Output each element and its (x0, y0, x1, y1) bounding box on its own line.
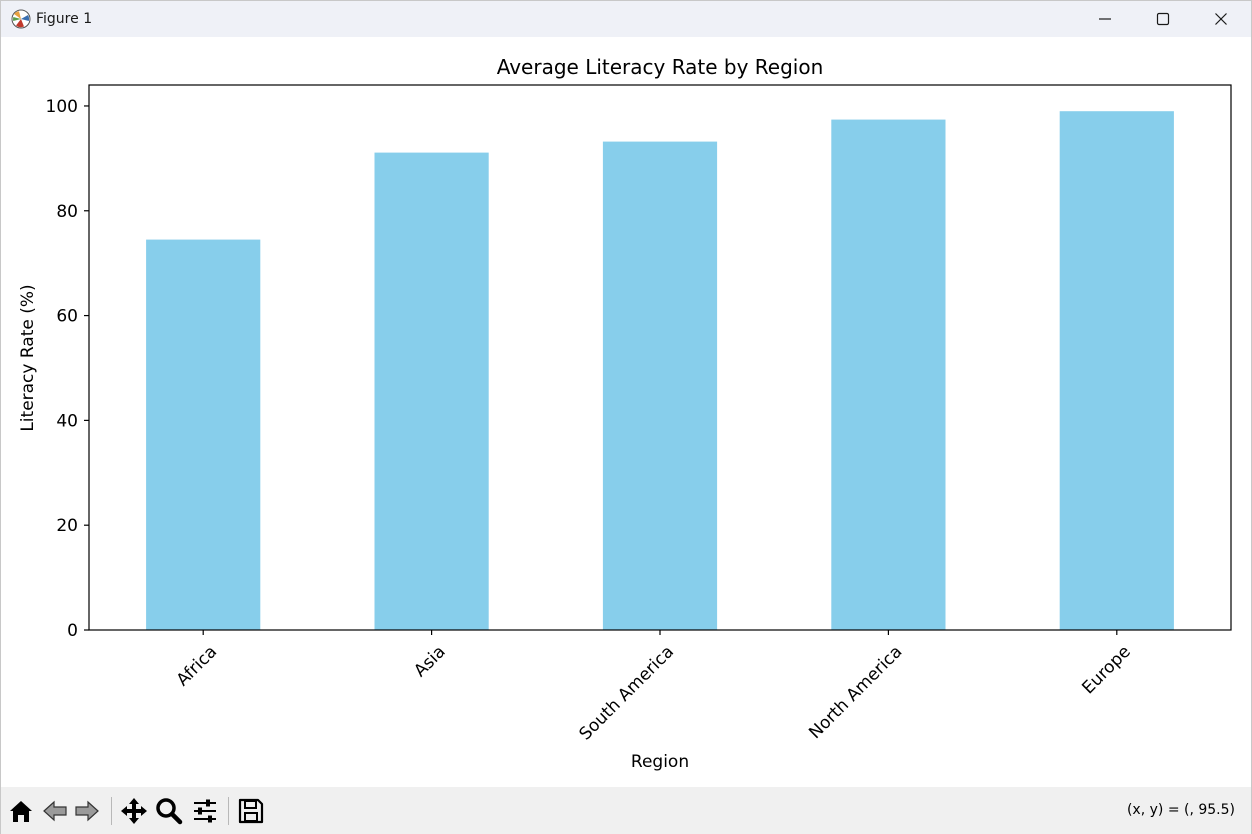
bar-africa (146, 239, 261, 630)
y-tick-label: 0 (67, 621, 78, 641)
zoom-magnifier-icon (156, 798, 183, 825)
pan-move-icon (121, 798, 147, 824)
bar-asia (374, 152, 489, 630)
home-icon (10, 801, 32, 822)
configure-subplots-icon (194, 799, 216, 823)
back-arrow-icon (43, 800, 67, 822)
bars-group (146, 111, 1174, 631)
pan-button[interactable] (118, 795, 150, 827)
close-button[interactable] (1192, 1, 1250, 37)
matplotlib-icon (11, 9, 31, 29)
x-tick-label: North America (805, 642, 906, 743)
save-floppy-icon (238, 798, 264, 824)
configure-subplots-button[interactable] (189, 795, 221, 827)
x-tick-label: Africa (173, 642, 221, 690)
navigation-toolbar: (x, y) = (, 95.5) (1, 787, 1251, 834)
bar-north-america (831, 119, 946, 630)
y-tick-label: 40 (56, 411, 78, 431)
x-tick-label: South America (576, 642, 678, 744)
plot-canvas[interactable]: Average Literacy Rate by Region 0 20 40 60 8… (1, 37, 1251, 787)
x-tick-label: Europe (1078, 642, 1134, 698)
y-tick-label: 20 (56, 516, 78, 536)
minimize-icon (1099, 18, 1111, 20)
forward-arrow-icon (75, 800, 99, 822)
window-title: Figure 1 (36, 11, 93, 27)
zoom-button[interactable] (153, 795, 185, 827)
x-tick-label: Asia (410, 642, 449, 681)
close-icon (1215, 13, 1227, 25)
maximize-icon (1156, 12, 1170, 26)
title-bar: Figure 1 (1, 1, 1251, 37)
maximize-button[interactable] (1134, 1, 1192, 37)
y-axis-label: Literacy Rate (%) (18, 284, 38, 431)
bar-south-america (602, 141, 718, 630)
forward-button[interactable] (71, 795, 103, 827)
save-button[interactable] (235, 795, 267, 827)
home-button[interactable] (5, 795, 37, 827)
y-tick-label: 80 (56, 202, 78, 222)
x-axis: Africa Asia South America North America Euro… (173, 630, 1135, 744)
bar-europe (1059, 111, 1174, 631)
back-button[interactable] (39, 795, 71, 827)
toolbar-separator (228, 797, 229, 825)
axes-frame (88, 84, 1232, 631)
chart-title: Average Literacy Rate by Region (497, 55, 824, 79)
minimize-button[interactable] (1076, 1, 1134, 37)
cursor-coordinates: (x, y) = (, 95.5) (1126, 802, 1235, 818)
x-axis-label: Region (631, 752, 689, 772)
y-tick-label: 60 (56, 307, 78, 327)
y-axis: 0 20 40 60 80 100 (46, 97, 89, 641)
toolbar-separator (111, 797, 112, 825)
y-tick-label: 100 (46, 97, 78, 117)
bar-chart: Average Literacy Rate by Region 0 20 40 60 8… (18, 55, 1232, 772)
